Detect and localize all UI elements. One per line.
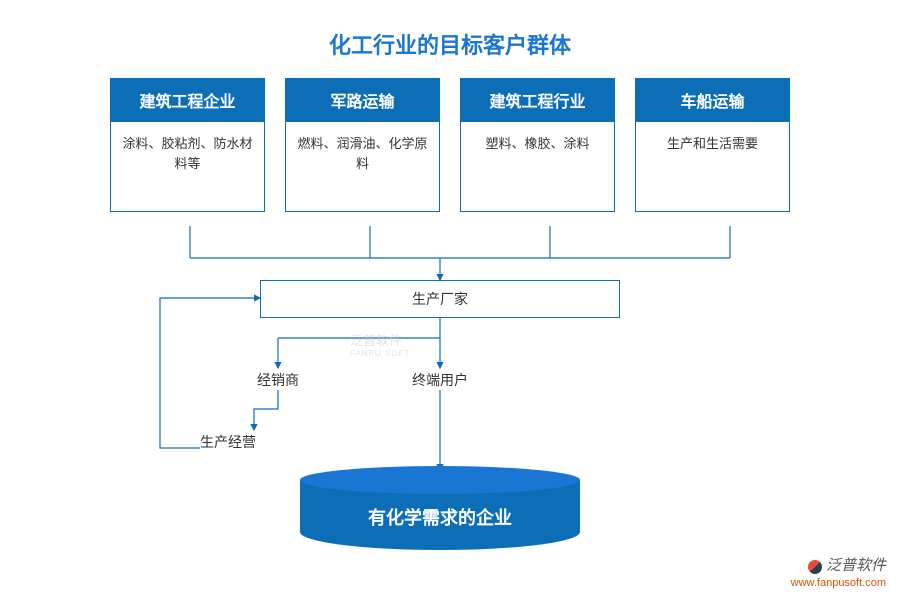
watermark: 泛普软件 FANPU SOFT	[350, 330, 410, 358]
card-header: 车船运输	[635, 78, 790, 122]
card-body: 生产和生活需要	[635, 122, 790, 212]
category-card: 建筑工程行业 塑料、橡胶、涂料	[460, 78, 615, 212]
cylinder-label: 有化学需求的企业	[300, 504, 580, 530]
manufacturer-box: 生产厂家	[260, 280, 620, 318]
card-body: 塑料、橡胶、涂料	[460, 122, 615, 212]
category-row: 建筑工程企业 涂料、胶粘剂、防水材料等 军路运输 燃料、润滑油、化学原料 建筑工…	[0, 78, 900, 212]
card-body: 涂料、胶粘剂、防水材料等	[110, 122, 265, 212]
brand-footer: 泛普软件 www.fanpusoft.com	[791, 556, 886, 590]
category-card: 车船运输 生产和生活需要	[635, 78, 790, 212]
diagram-title: 化工行业的目标客户群体	[0, 0, 900, 78]
card-header: 建筑工程行业	[460, 78, 615, 122]
category-card: 建筑工程企业 涂料、胶粘剂、防水材料等	[110, 78, 265, 212]
card-header: 建筑工程企业	[110, 78, 265, 122]
logo-icon	[808, 560, 822, 574]
card-header: 军路运输	[285, 78, 440, 122]
target-cylinder: 有化学需求的企业	[300, 480, 580, 550]
distributor-label: 经销商	[257, 370, 299, 390]
manufacturer-label: 生产厂家	[412, 291, 468, 307]
production-label: 生产经营	[200, 432, 256, 452]
card-body: 燃料、润滑油、化学原料	[285, 122, 440, 212]
enduser-label: 终端用户	[412, 370, 468, 390]
category-card: 军路运输 燃料、润滑油、化学原料	[285, 78, 440, 212]
